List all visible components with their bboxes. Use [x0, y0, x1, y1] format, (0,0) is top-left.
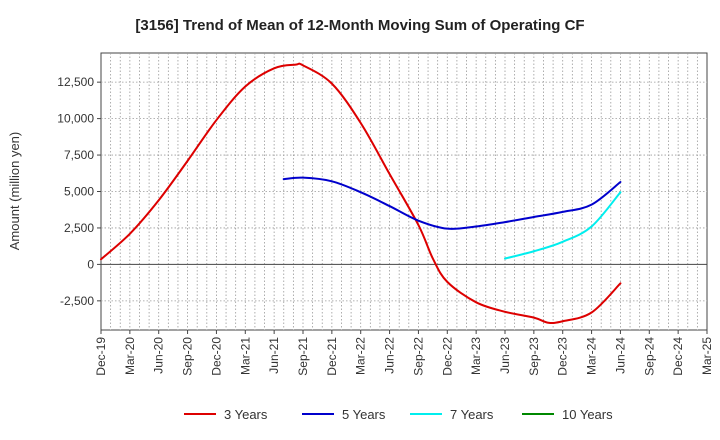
x-tick-label: Mar-24 — [585, 337, 599, 375]
legend-label-10-years: 10 Years — [562, 407, 613, 422]
chart-title: [3156] Trend of Mean of 12-Month Moving … — [135, 17, 584, 34]
x-tick-label: Mar-23 — [469, 337, 483, 375]
grid — [101, 53, 707, 330]
x-tick-label: Sep-20 — [181, 337, 195, 376]
x-tick-label: Dec-21 — [325, 337, 339, 376]
x-tick-label: Mar-20 — [123, 337, 137, 375]
y-tick-label: 2,500 — [64, 221, 94, 235]
y-tick-label: 0 — [87, 257, 94, 271]
legend-label-3-years: 3 Years — [224, 407, 268, 422]
x-tick-label: Mar-25 — [700, 337, 714, 375]
legend-label-5-years: 5 Years — [342, 407, 386, 422]
x-tick-label: Sep-22 — [411, 337, 425, 376]
x-tick-label: Jun-24 — [613, 337, 627, 374]
series-line-7-years — [504, 191, 622, 260]
x-tick-label: Dec-19 — [94, 337, 108, 376]
x-tick-label: Jun-21 — [267, 337, 281, 374]
x-tick-label: Sep-24 — [642, 337, 656, 376]
series-group — [100, 62, 622, 324]
x-tick-label: Sep-21 — [296, 337, 310, 376]
y-tick-label: 12,500 — [57, 75, 94, 89]
x-tick-label: Jun-22 — [383, 337, 397, 374]
series-line-3-years — [100, 62, 622, 324]
x-tick-label: Dec-20 — [209, 337, 223, 376]
x-axis: Dec-19 Mar-20 Jun-20 Sep-20 Dec-20 Mar-21 Jun-… — [94, 330, 714, 376]
legend: 3 Years 5 Years 7 Years 10 Years — [184, 407, 613, 422]
x-tick-label: Mar-22 — [354, 337, 368, 375]
y-axis: 12,500 10,000 7,500 5,000 2,500 0 -2,500 — [57, 75, 101, 308]
series-line-5-years — [282, 176, 622, 230]
x-tick-label: Mar-21 — [238, 337, 252, 375]
y-tick-label: 10,000 — [57, 112, 94, 126]
y-tick-label: 5,000 — [64, 185, 94, 199]
legend-label-7-years: 7 Years — [450, 407, 494, 422]
x-tick-label: Dec-22 — [440, 337, 454, 376]
x-tick-label: Dec-23 — [556, 337, 570, 376]
x-tick-label: Sep-23 — [527, 337, 541, 376]
x-tick-label: Dec-24 — [671, 337, 685, 376]
y-tick-label: 7,500 — [64, 148, 94, 162]
y-axis-label: Amount (million yen) — [7, 132, 22, 251]
y-tick-label: -2,500 — [60, 294, 94, 308]
x-tick-label: Jun-20 — [152, 337, 166, 374]
x-tick-label: Jun-23 — [498, 337, 512, 374]
